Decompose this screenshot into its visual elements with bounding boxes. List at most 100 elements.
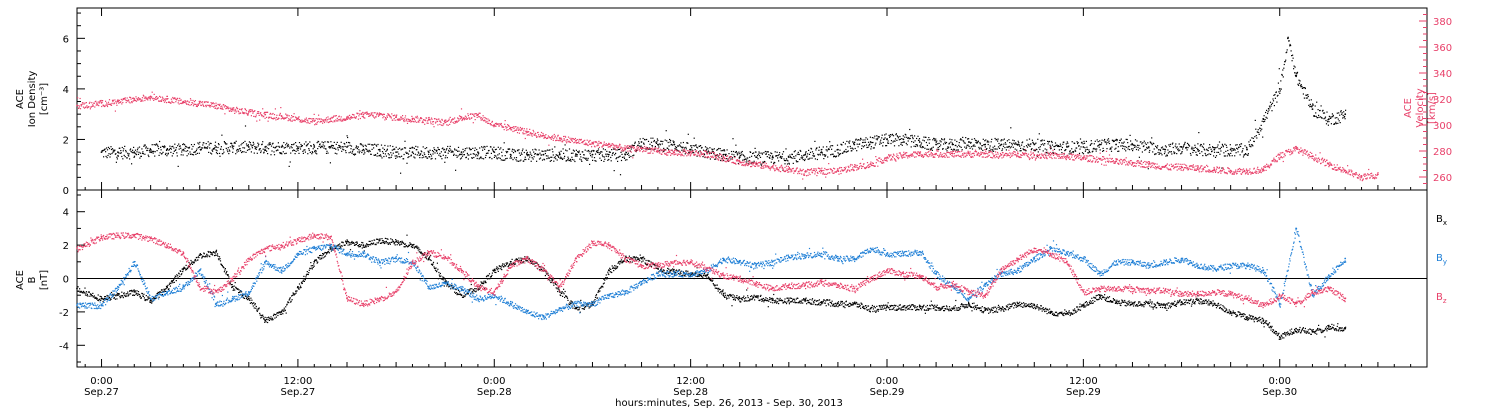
density-series-point bbox=[991, 138, 993, 140]
velocity-series-point bbox=[535, 135, 537, 137]
density-series-point bbox=[504, 159, 506, 161]
velocity-series-point bbox=[1045, 155, 1047, 157]
density-series-point bbox=[1001, 149, 1003, 152]
velocity-series-point bbox=[557, 134, 559, 136]
velocity-series-point bbox=[415, 117, 417, 119]
velocity-series-point bbox=[324, 118, 327, 120]
density-series-point bbox=[1127, 142, 1129, 144]
density-series-point bbox=[134, 149, 137, 151]
density-series-point bbox=[924, 147, 926, 149]
density-series-point bbox=[515, 159, 517, 161]
velocity-series-point bbox=[686, 150, 688, 152]
density-series-point bbox=[693, 152, 695, 154]
density-series-point bbox=[761, 152, 763, 154]
density-series-point bbox=[1055, 144, 1057, 147]
density-series-point bbox=[1079, 148, 1081, 150]
velocity-series-point bbox=[269, 113, 271, 115]
velocity-series-point bbox=[523, 130, 525, 132]
velocity-series-point bbox=[903, 153, 905, 155]
velocity-series-point bbox=[214, 107, 217, 109]
density-series-point bbox=[461, 153, 463, 155]
density-series-point bbox=[893, 145, 896, 147]
velocity-series-point bbox=[789, 169, 791, 171]
velocity-series-point bbox=[204, 101, 206, 104]
velocity-series-point bbox=[116, 104, 118, 106]
density-series-point bbox=[457, 155, 459, 157]
velocity-series-point bbox=[1077, 154, 1079, 156]
density-series-point bbox=[749, 151, 751, 153]
velocity-series-point bbox=[1084, 157, 1086, 159]
density-series-point bbox=[647, 140, 650, 142]
velocity-series-point bbox=[1034, 149, 1036, 151]
velocity-series-point bbox=[1051, 153, 1053, 155]
velocity-series-point bbox=[326, 121, 328, 123]
velocity-series-point bbox=[585, 144, 587, 146]
density-series-point bbox=[350, 145, 353, 147]
velocity-series-point bbox=[144, 99, 146, 102]
density-series-point bbox=[312, 148, 314, 150]
density-series-point bbox=[192, 154, 195, 156]
velocity-series-point bbox=[88, 106, 90, 108]
velocity-series-point bbox=[547, 135, 549, 137]
velocity-series-point bbox=[1055, 157, 1057, 159]
velocity-series-point bbox=[133, 99, 135, 101]
velocity-series-point bbox=[927, 151, 929, 153]
velocity-series-point bbox=[467, 113, 469, 115]
velocity-series-point bbox=[762, 167, 764, 169]
density-series-point bbox=[249, 142, 251, 144]
velocity-series-point bbox=[736, 160, 738, 162]
density-series-point bbox=[220, 148, 222, 150]
density-series-point bbox=[1159, 149, 1161, 151]
density-series-point bbox=[979, 143, 981, 145]
velocity-series-point bbox=[407, 120, 409, 122]
density-series-point bbox=[1113, 140, 1115, 142]
velocity-series-point bbox=[960, 155, 962, 157]
density-series-point bbox=[1182, 146, 1184, 148]
velocity-series-point bbox=[357, 112, 359, 114]
velocity-series-point bbox=[122, 98, 124, 100]
density-series-point bbox=[1260, 130, 1262, 132]
velocity-series-point bbox=[403, 120, 405, 123]
density-series-point bbox=[474, 149, 476, 152]
velocity-series-point bbox=[902, 156, 904, 158]
velocity-series-point bbox=[508, 125, 510, 127]
density-series-point bbox=[434, 158, 437, 160]
velocity-series-point bbox=[700, 152, 703, 154]
velocity-series-point bbox=[951, 155, 953, 157]
velocity-series-point bbox=[393, 118, 395, 120]
velocity-series-point bbox=[304, 121, 306, 123]
density-series-point bbox=[499, 157, 501, 159]
density-series-point bbox=[956, 140, 958, 143]
density-series-point bbox=[1196, 147, 1198, 149]
density-series-point bbox=[1225, 150, 1227, 152]
density-series-point bbox=[122, 158, 124, 160]
density-series-point bbox=[184, 144, 186, 146]
velocity-series-point bbox=[808, 169, 811, 171]
velocity-series-point bbox=[830, 168, 832, 170]
velocity-series-point bbox=[912, 155, 914, 157]
velocity-series-point bbox=[884, 157, 886, 159]
density-series-point bbox=[830, 145, 832, 147]
velocity-series-point bbox=[527, 131, 529, 133]
velocity-series-point bbox=[417, 117, 419, 119]
velocity-series-point bbox=[969, 151, 971, 153]
velocity-series-point bbox=[465, 118, 467, 120]
velocity-series-point bbox=[482, 118, 484, 120]
density-series-point bbox=[360, 144, 362, 146]
density-series-point bbox=[618, 156, 620, 158]
density-series-point bbox=[514, 151, 517, 153]
density-series-point bbox=[1032, 141, 1034, 143]
density-series-point bbox=[512, 159, 514, 161]
density-series-point bbox=[1098, 144, 1100, 146]
velocity-series-point bbox=[572, 138, 574, 140]
velocity-series-point bbox=[642, 147, 644, 149]
density-series-point bbox=[1022, 148, 1024, 150]
density-series-point bbox=[225, 143, 227, 145]
density-series-marker bbox=[918, 141, 921, 143]
density-series-point bbox=[1050, 147, 1052, 149]
velocity-series-point bbox=[721, 154, 723, 157]
velocity-series-point bbox=[487, 122, 490, 124]
velocity-series-point bbox=[351, 117, 353, 119]
velocity-series-point bbox=[529, 132, 531, 134]
